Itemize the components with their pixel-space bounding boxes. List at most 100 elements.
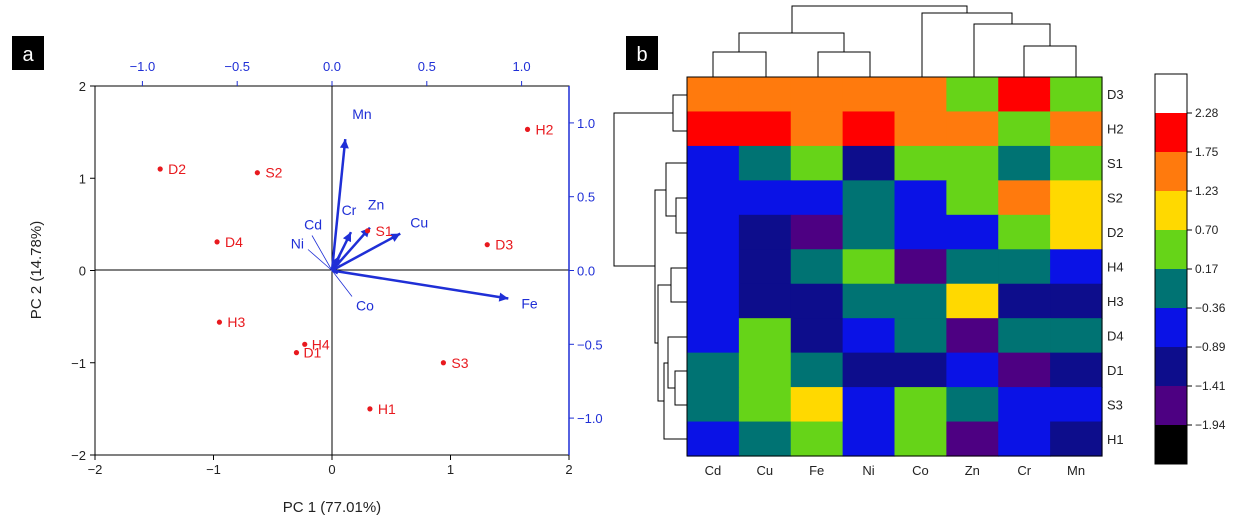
heatmap-cell [790, 283, 844, 319]
loading-leader-line [307, 249, 333, 271]
score-label-h3: H3 [227, 314, 245, 330]
loading-arrowhead [342, 232, 352, 243]
heatmap-cell [998, 318, 1051, 354]
heatmap-cell [790, 318, 844, 354]
heatmap-cell [687, 318, 740, 354]
heatmap-cell [946, 421, 999, 457]
score-point-h4 [302, 341, 308, 347]
colorbar-segment [1155, 152, 1187, 192]
heatmap-cell [790, 180, 844, 216]
heatmap-panel: b Cd Cu Fe Ni Co Zn Cr Mn D3 H2 S1 S2 D2 H4 H3 D4 D1 S3 H1… [613, 5, 1226, 478]
heatmap-column-label: Fe [809, 463, 824, 478]
right-tick-label: 1.0 [577, 116, 595, 131]
loading-label-cd: Cd [304, 217, 322, 233]
heatmap-cell [946, 318, 999, 354]
score-point-h1 [367, 406, 373, 412]
right-tick-label: 0.0 [577, 264, 595, 279]
colorbar-segment [1155, 191, 1187, 231]
heatmap-cell [1050, 180, 1103, 216]
loading-label-ni: Ni [291, 236, 304, 252]
heatmap-cell [894, 352, 947, 388]
heatmap-cell [946, 214, 999, 250]
heatmap-cell [946, 145, 999, 181]
heatmap-row-label: H4 [1107, 260, 1124, 275]
x-tick-label: −1 [206, 462, 221, 477]
heatmap-cell [790, 214, 844, 250]
heatmap-cell [946, 180, 999, 216]
panel-b-label-box [626, 36, 658, 70]
heatmap-cell [738, 387, 792, 423]
top-tick-label: 1.0 [513, 59, 531, 74]
heatmap-column-label: Ni [862, 463, 874, 478]
heatmap-cell [738, 283, 792, 319]
loading-arrow-mn [330, 139, 347, 271]
heatmap-cell [738, 352, 792, 388]
loading-arrow-ni [331, 261, 337, 271]
heatmap-cell [738, 145, 792, 181]
top-tick-label: −0.5 [224, 59, 250, 74]
score-label-h4: H4 [312, 336, 330, 352]
score-point-d4 [214, 239, 220, 245]
heatmap-row-label: H2 [1107, 122, 1124, 137]
heatmap-cell [1050, 249, 1103, 285]
x-tick-label: 1 [447, 462, 454, 477]
score-label-s2: S2 [265, 165, 282, 181]
heatmap-cell [894, 318, 947, 354]
heatmap-row-label: D1 [1107, 363, 1124, 378]
colorbar-segment [1155, 425, 1187, 465]
heatmap-cell [946, 283, 999, 319]
heatmap-cell [738, 180, 792, 216]
score-point-h3 [216, 319, 223, 325]
score-point-d3 [484, 242, 490, 248]
heatmap-cell [894, 214, 947, 250]
score-label-d1: D1 [303, 345, 321, 361]
heatmap-cell [790, 249, 844, 285]
heatmap-cell [894, 249, 947, 285]
heatmap-column-label: Cr [1017, 463, 1031, 478]
heatmap-row-label: D3 [1107, 87, 1124, 102]
score-label-d4: D4 [225, 234, 243, 250]
heatmap-cell [1050, 214, 1103, 250]
heatmap-cell [738, 318, 792, 354]
heatmap-cells [687, 77, 1103, 457]
heatmap-cell [842, 249, 896, 285]
x-tick-label: −2 [88, 462, 103, 477]
heatmap-frame [686, 76, 1103, 457]
heatmap-cell [687, 77, 740, 113]
heatmap-cell [1050, 352, 1103, 388]
heatmap-row-label: D4 [1107, 328, 1124, 343]
heatmap-cell [998, 387, 1051, 423]
x-tick-label: 0 [328, 462, 335, 477]
heatmap-cell [946, 249, 999, 285]
colorbar-segment [1155, 347, 1187, 387]
y-axis-title: PC 2 (14.78%) [28, 221, 45, 319]
heatmap-cell [894, 145, 947, 181]
loading-label-cr: Cr [342, 202, 357, 218]
heatmap-cell [946, 77, 999, 113]
heatmap-cell [738, 249, 792, 285]
loading-arrowhead [339, 139, 349, 149]
heatmap-cell [790, 421, 844, 457]
heatmap-cell [687, 387, 740, 423]
score-point-s1 [364, 228, 371, 234]
loading-arrow-cu [331, 232, 401, 272]
heatmap-cell [998, 111, 1051, 147]
heatmap-cell [687, 249, 740, 285]
heatmap-cell [738, 214, 792, 250]
score-label-h1: H1 [378, 401, 396, 417]
score-point-s3 [440, 360, 446, 366]
heatmap-cell [738, 111, 792, 147]
heatmap-row-label: H3 [1107, 294, 1124, 309]
heatmap-column-label: Zn [965, 463, 980, 478]
x-tick-label: 2 [565, 462, 572, 477]
colorbar-tick-label: −1.94 [1195, 418, 1226, 432]
heatmap-cell [842, 421, 896, 457]
score-label-d2: D2 [168, 161, 186, 177]
heatmap-cell [946, 111, 999, 147]
heatmap-cell [842, 77, 896, 113]
top-tick-label: 0.0 [323, 59, 341, 74]
heatmap-cell [790, 352, 844, 388]
panel-a-label: a [22, 44, 34, 66]
colorbar-tick-label: 2.28 [1195, 106, 1219, 120]
loading-arrowhead [331, 255, 340, 266]
